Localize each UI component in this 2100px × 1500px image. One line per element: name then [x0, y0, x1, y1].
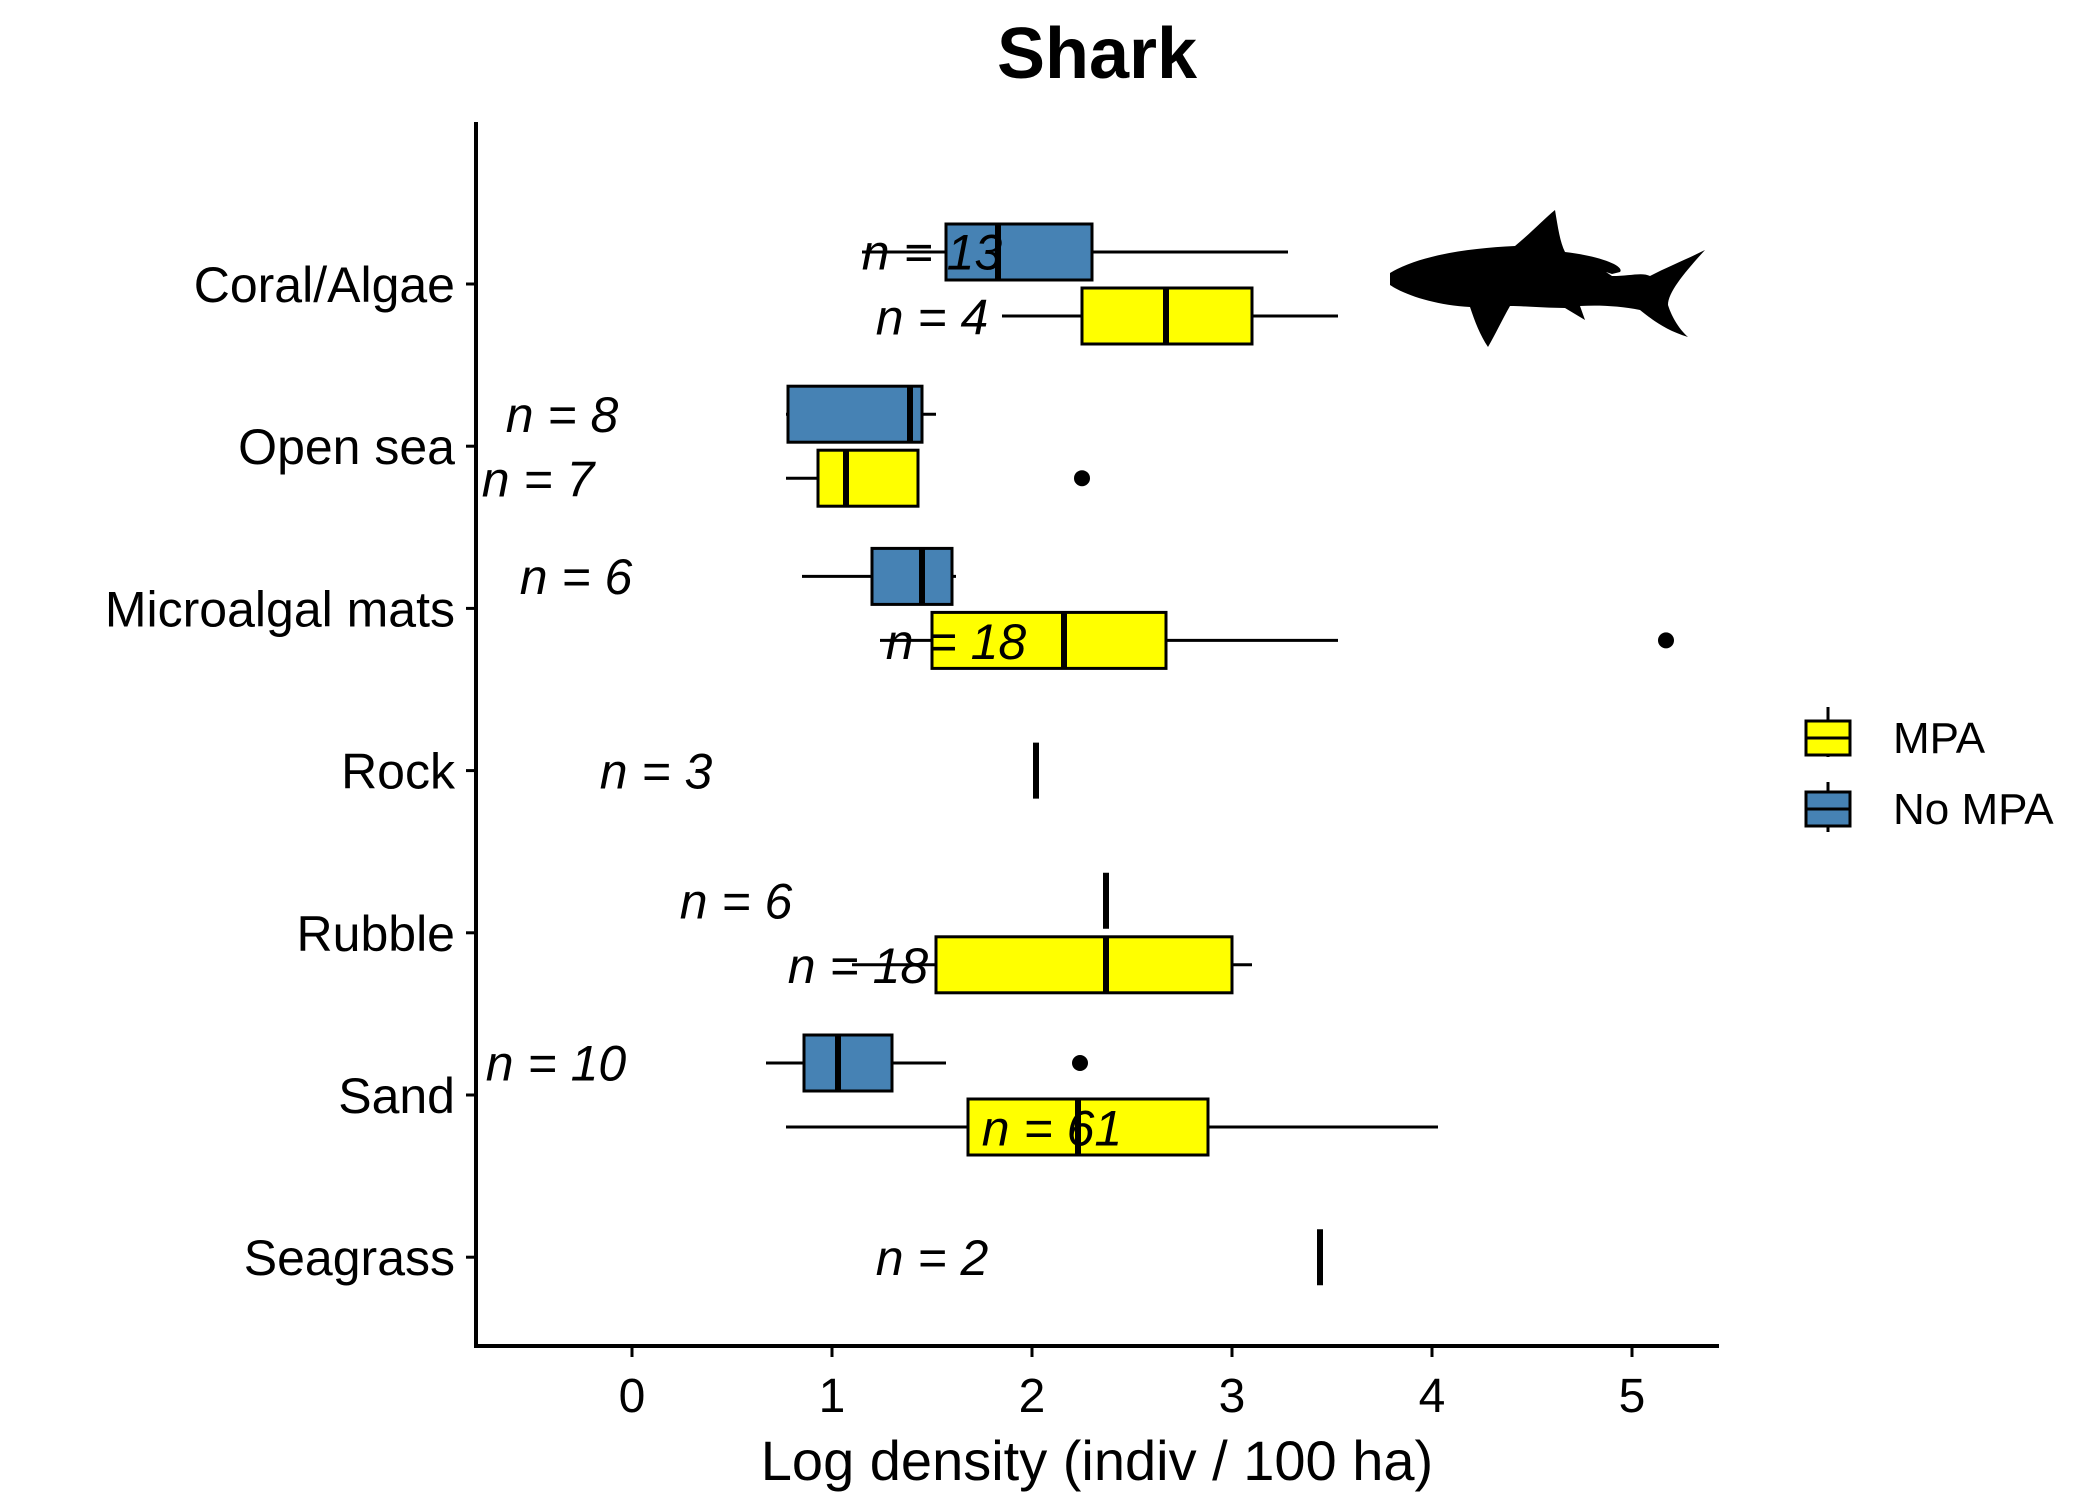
y-tick-label-rubble: Rubble: [297, 906, 455, 962]
box-microalgal-mats-mpa: [880, 610, 1674, 670]
n-label-rubble-7: n = 6: [680, 873, 793, 929]
x-tick-label-2: 2: [1019, 1370, 1046, 1423]
legend-item-no-mpa: No MPA: [1804, 782, 2054, 834]
plot-axes: [474, 122, 1719, 1348]
box-coral-algae-no-mpa: [862, 222, 1288, 282]
iqr-box-open-sea-no-mpa: [786, 384, 924, 444]
n-label-sand-10: n = 61: [982, 1100, 1122, 1156]
box-sand-no-mpa: [766, 1033, 1088, 1093]
y-tick-label-rock: Rock: [341, 744, 456, 800]
box-layer: [766, 222, 1674, 1286]
legend-item-mpa: MPA: [1804, 707, 1986, 763]
outlier-open-sea-mpa-0: [1074, 470, 1090, 487]
n-label-sand-9: n = 10: [486, 1036, 627, 1092]
n-label-seagrass-11: n = 2: [876, 1230, 989, 1286]
x-axis-ticks: 0 1 2 3 4 5: [619, 1346, 1646, 1423]
annotation-layer: n = 13 n = 4 n = 8 n = 7 n = 6 n = 18 n = 3 n =…: [482, 225, 1123, 1287]
x-tick-label-3: 3: [1219, 1370, 1246, 1423]
x-tick-label-0: 0: [619, 1370, 646, 1423]
n-label-rubble-8: n = 18: [788, 938, 929, 994]
iqr-box-microalgal-mats-no-mpa: [870, 546, 954, 606]
iqr-box-sand-no-mpa: [802, 1033, 894, 1093]
shark-icon: [1390, 210, 1705, 347]
box-coral-algae-mpa: [1002, 286, 1338, 346]
iqr-box-coral-algae-no-mpa: [944, 222, 1094, 282]
y-tick-label-sand: Sand: [338, 1068, 455, 1124]
box-sand-mpa: [786, 1097, 1438, 1157]
y-tick-label-microalgal-mats: Microalgal mats: [105, 581, 455, 637]
box-open-sea-no-mpa: [786, 384, 936, 444]
iqr-box-rubble-mpa: [934, 935, 1234, 995]
iqr-box-microalgal-mats-mpa: [930, 610, 1168, 670]
x-tick-label-1: 1: [819, 1370, 846, 1423]
y-tick-label-open-sea: Open sea: [238, 419, 455, 475]
x-axis-label: Log density (indiv / 100 ha): [761, 1429, 1433, 1492]
chart-title: Shark: [997, 14, 1198, 94]
n-label-open-sea-3: n = 7: [482, 452, 597, 508]
iqr-box-sand-mpa: [966, 1097, 1210, 1157]
x-tick-label-4: 4: [1419, 1370, 1446, 1423]
iqr-box-open-sea-mpa: [816, 448, 920, 508]
n-label-microalgal-mats-5: n = 18: [886, 614, 1027, 670]
legend-label-mpa: MPA: [1893, 714, 1986, 763]
box-microalgal-mats-no-mpa: [802, 546, 956, 606]
n-label-coral-algae-1: n = 4: [876, 289, 989, 345]
y-axis-ticks: Coral/Algae Open sea Microalgal mats Rock Ru…: [105, 257, 476, 1286]
x-tick-label-5: 5: [1619, 1370, 1646, 1423]
n-label-rock-6: n = 3: [600, 744, 713, 800]
legend-label-no-mpa: No MPA: [1893, 785, 2054, 834]
outlier-microalgal-mats-mpa-0: [1658, 632, 1674, 649]
n-label-coral-algae-0: n = 13: [862, 225, 1003, 281]
n-label-microalgal-mats-4: n = 6: [520, 549, 633, 605]
y-tick-label-coral-algae: Coral/Algae: [194, 257, 455, 313]
box-open-sea-mpa: [786, 448, 1090, 508]
box-rubble-mpa: [852, 935, 1252, 995]
legend: MPA No MPA: [1804, 707, 2054, 834]
y-tick-label-seagrass: Seagrass: [244, 1230, 455, 1286]
outlier-sand-no-mpa-0: [1072, 1055, 1088, 1071]
n-label-open-sea-2: n = 8: [506, 387, 619, 443]
